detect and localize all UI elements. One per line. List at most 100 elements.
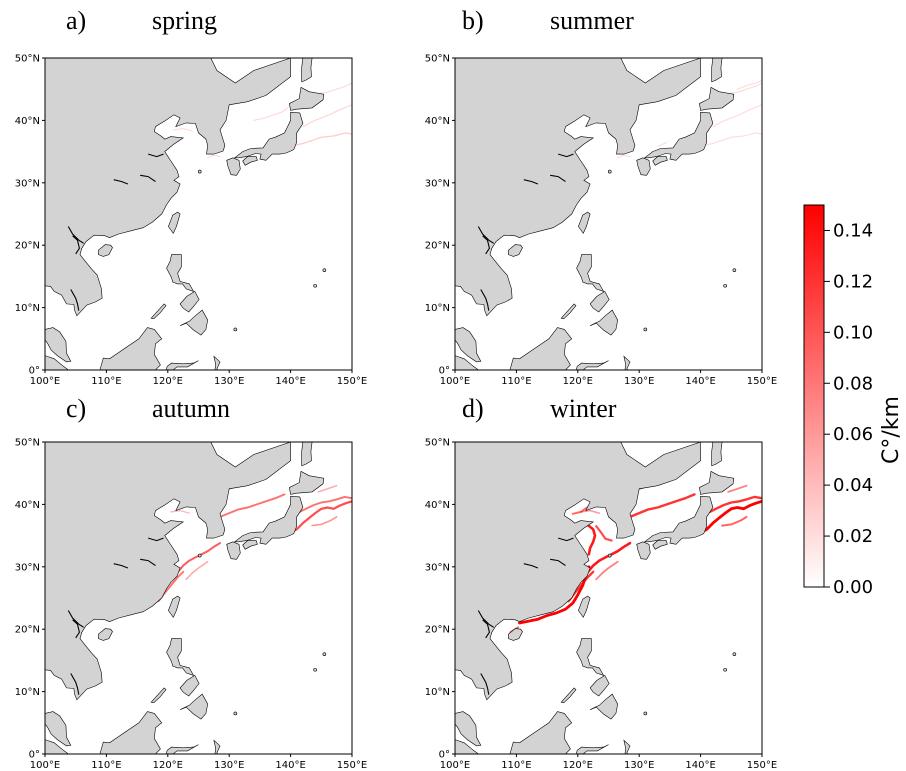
lat-tick-label: 0° (29, 750, 40, 761)
map-frame (44, 57, 353, 371)
panel-c-letter: c) (66, 394, 87, 423)
map-panel-autumn: 100°E 110°E 120°E 130°E 140°E 150°E 0° 10°N 20°N… (15, 438, 367, 771)
colorbar-tick-label: 0.00 (833, 577, 873, 598)
lat-tick-label: 50°N (15, 438, 40, 449)
land-luzon (166, 638, 195, 676)
front-line (595, 525, 613, 542)
lat-tick-label: 0° (439, 366, 450, 377)
front-line (302, 104, 352, 128)
lat-tick-label: 50°N (425, 54, 450, 65)
map-content (45, 58, 352, 370)
river-line (148, 153, 164, 158)
land-honshu (643, 111, 714, 161)
land-kyushu (226, 157, 241, 176)
land-asia (455, 58, 701, 317)
colorbar-tick-label: 0.12 (833, 271, 873, 292)
lon-tick-label: 120°E (563, 376, 593, 386)
lat-tick-label: 0° (439, 750, 450, 761)
panel-b-title: summer (550, 6, 634, 35)
land-islet (197, 553, 202, 558)
front-line (293, 132, 352, 147)
land-hainan (508, 244, 523, 257)
colorbar-label: C°/km (879, 396, 904, 464)
river-line (482, 619, 490, 639)
lat-tick-label: 40°N (15, 116, 40, 127)
colorbar-tick-label: 0.10 (833, 322, 873, 343)
land-islet (197, 169, 202, 174)
land-malay (45, 327, 72, 363)
land-islet (313, 283, 317, 288)
front-line (708, 495, 762, 514)
lon-tick-label: 100°E (30, 376, 60, 386)
land-hainan (98, 244, 113, 257)
land-hokkaido (699, 470, 735, 495)
colorbar-tick-label: 0.06 (833, 424, 873, 445)
river-line (148, 537, 164, 542)
river-line (523, 179, 539, 185)
lon-tick-label: 100°E (440, 376, 470, 386)
map-frame (454, 441, 763, 755)
land-islet (723, 667, 727, 672)
front-line (585, 523, 597, 556)
front-line (286, 500, 352, 536)
map-content (45, 442, 352, 754)
land-palawan (150, 687, 167, 704)
front-line (712, 104, 762, 128)
front-line (580, 509, 601, 514)
lon-tick-label: 130°E (624, 376, 654, 386)
lon-tick-label: 140°E (685, 760, 715, 770)
lat-tick-label: 40°N (15, 500, 40, 511)
lon-tick-label: 110°E (501, 376, 531, 386)
land-halmahera (213, 355, 221, 370)
land-shikoku (652, 156, 668, 166)
land-honshu (643, 495, 714, 545)
map-frame (454, 57, 763, 371)
land-halmahera (623, 739, 631, 754)
land-sakhalin (301, 442, 313, 467)
land-hokkaido (289, 86, 325, 111)
lat-tick-label: 10°N (425, 303, 450, 314)
lon-tick-label: 140°E (275, 376, 305, 386)
land-luzon (576, 638, 605, 676)
lat-tick-label: 30°N (425, 178, 450, 189)
land-mindanao (589, 309, 619, 336)
river-line (550, 558, 566, 567)
lon-tick-label: 120°E (153, 376, 183, 386)
land-islet (732, 268, 737, 272)
front-line (298, 495, 352, 513)
land-visayas (179, 290, 200, 313)
land-islet (607, 169, 612, 174)
panel-b-letter: b) (462, 6, 484, 35)
lat-tick-label: 30°N (425, 562, 450, 573)
lat-tick-label: 10°N (15, 687, 40, 698)
front-line (628, 493, 696, 519)
front-line (595, 560, 619, 581)
river-line (558, 537, 574, 542)
panel-d-title: winter (550, 394, 617, 423)
river-line (72, 235, 80, 255)
land-hainan (508, 628, 523, 641)
front-line (311, 516, 338, 527)
river-line (113, 179, 129, 185)
front-line (317, 484, 338, 493)
land-taiwan (168, 595, 181, 618)
lon-tick-label: 130°E (624, 760, 654, 770)
lon-tick-label: 110°E (91, 376, 121, 386)
land-luzon (576, 254, 605, 292)
land-hokkaido (699, 86, 735, 111)
land-shikoku (652, 540, 668, 550)
lat-tick-label: 10°N (15, 303, 40, 314)
land-visayas (589, 290, 610, 313)
lon-tick-label: 150°E (337, 376, 367, 386)
river-line (480, 673, 490, 695)
panel-d-letter: d) (462, 394, 484, 423)
land-islet (233, 711, 238, 716)
front-line (253, 107, 289, 121)
land-taiwan (168, 211, 181, 234)
river-line (67, 226, 84, 244)
lat-tick-label: 10°N (425, 687, 450, 698)
lon-tick-label: 100°E (30, 760, 60, 770)
lat-tick-label: 50°N (15, 54, 40, 65)
front-line (617, 154, 631, 159)
land-malay (45, 711, 72, 747)
